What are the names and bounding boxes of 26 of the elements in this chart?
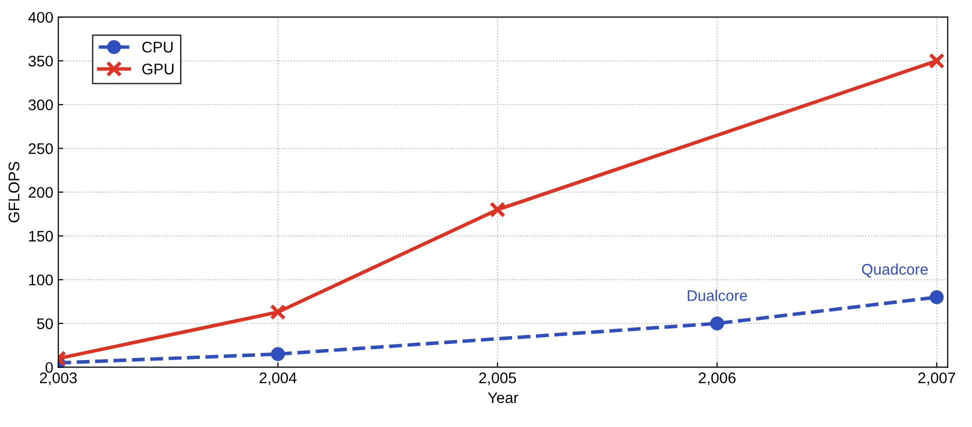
y-tick-label: 250 xyxy=(28,143,53,154)
annotation: Quadcore xyxy=(862,264,928,278)
x-tick-label: 2,005 xyxy=(479,372,516,386)
y-tick-label: 350 xyxy=(28,56,53,67)
x-tick-label: 2,003 xyxy=(40,372,77,386)
y-tick-label: 200 xyxy=(28,187,53,198)
x-tick-label: 2,007 xyxy=(918,372,956,386)
point xyxy=(490,202,506,218)
point xyxy=(270,347,285,362)
y-tick-label: 150 xyxy=(29,230,53,242)
y-tick-label: 0 xyxy=(46,362,53,373)
y-tick-label: 400 xyxy=(28,12,53,23)
point xyxy=(928,52,945,69)
point xyxy=(270,304,286,320)
legend-label: GPU xyxy=(142,64,174,74)
y-tick-label: 100 xyxy=(29,274,53,286)
point xyxy=(710,316,724,330)
x-tick-label: 2,006 xyxy=(698,372,736,386)
y-tick-label: 300 xyxy=(28,99,53,110)
annotation: Dualcore xyxy=(688,290,748,301)
y-tick-label: 50 xyxy=(37,318,53,330)
x-tick-label: 2,004 xyxy=(260,372,297,386)
legend-label: CPU xyxy=(142,42,173,53)
y-axis-title: GFLOPS xyxy=(8,162,20,222)
point xyxy=(930,290,944,304)
x-axis-title: Year xyxy=(488,392,518,404)
